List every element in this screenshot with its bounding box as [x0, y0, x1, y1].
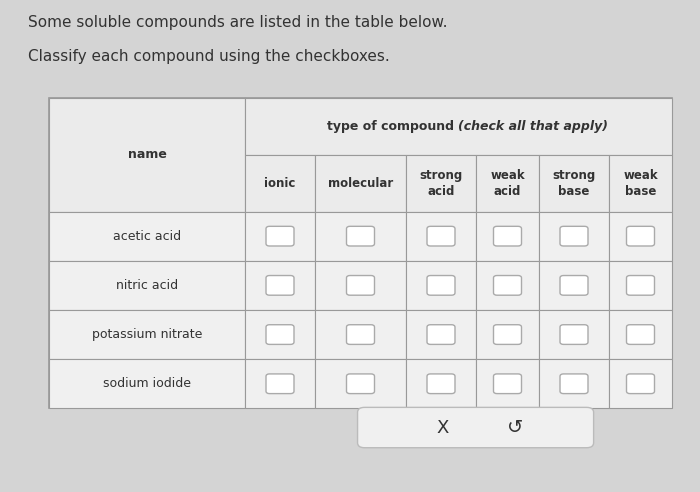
FancyBboxPatch shape [609, 310, 672, 359]
FancyBboxPatch shape [406, 155, 476, 212]
FancyBboxPatch shape [560, 374, 588, 394]
FancyBboxPatch shape [245, 98, 672, 155]
FancyBboxPatch shape [315, 359, 406, 408]
Text: molecular: molecular [328, 177, 393, 190]
FancyBboxPatch shape [626, 374, 654, 394]
FancyBboxPatch shape [245, 261, 315, 310]
Text: ↺: ↺ [508, 418, 524, 437]
FancyBboxPatch shape [266, 276, 294, 295]
FancyBboxPatch shape [476, 359, 539, 408]
FancyBboxPatch shape [49, 310, 245, 359]
FancyBboxPatch shape [406, 261, 476, 310]
FancyBboxPatch shape [539, 261, 609, 310]
FancyBboxPatch shape [626, 325, 654, 344]
FancyBboxPatch shape [560, 276, 588, 295]
Text: strong
acid: strong acid [419, 169, 463, 198]
FancyBboxPatch shape [315, 212, 406, 261]
FancyBboxPatch shape [406, 212, 476, 261]
FancyBboxPatch shape [49, 98, 245, 212]
FancyBboxPatch shape [476, 155, 539, 212]
FancyBboxPatch shape [406, 359, 476, 408]
FancyBboxPatch shape [427, 325, 455, 344]
FancyBboxPatch shape [609, 212, 672, 261]
Text: acetic acid: acetic acid [113, 230, 181, 243]
Text: type of compound: type of compound [327, 120, 458, 133]
FancyBboxPatch shape [49, 359, 245, 408]
FancyBboxPatch shape [315, 310, 406, 359]
FancyBboxPatch shape [476, 212, 539, 261]
FancyBboxPatch shape [476, 310, 539, 359]
FancyBboxPatch shape [539, 155, 609, 212]
Text: Some soluble compounds are listed in the table below.: Some soluble compounds are listed in the… [28, 15, 447, 30]
Text: sodium iodide: sodium iodide [103, 377, 191, 390]
FancyBboxPatch shape [494, 226, 522, 246]
FancyBboxPatch shape [539, 359, 609, 408]
FancyBboxPatch shape [245, 359, 315, 408]
FancyBboxPatch shape [626, 226, 654, 246]
FancyBboxPatch shape [245, 310, 315, 359]
FancyBboxPatch shape [245, 155, 315, 212]
FancyBboxPatch shape [346, 374, 374, 394]
FancyBboxPatch shape [346, 226, 374, 246]
FancyBboxPatch shape [49, 261, 245, 310]
Text: strong
base: strong base [552, 169, 596, 198]
Text: nitric acid: nitric acid [116, 279, 178, 292]
FancyBboxPatch shape [427, 374, 455, 394]
FancyBboxPatch shape [609, 155, 672, 212]
FancyBboxPatch shape [476, 261, 539, 310]
FancyBboxPatch shape [560, 226, 588, 246]
FancyBboxPatch shape [266, 325, 294, 344]
FancyBboxPatch shape [494, 276, 522, 295]
FancyBboxPatch shape [427, 226, 455, 246]
FancyBboxPatch shape [266, 374, 294, 394]
FancyBboxPatch shape [358, 407, 594, 448]
Text: Classify each compound using the checkboxes.: Classify each compound using the checkbo… [28, 49, 390, 64]
FancyBboxPatch shape [346, 276, 374, 295]
Text: X: X [436, 419, 449, 436]
FancyBboxPatch shape [626, 276, 654, 295]
FancyBboxPatch shape [49, 212, 245, 261]
FancyBboxPatch shape [266, 226, 294, 246]
FancyBboxPatch shape [406, 310, 476, 359]
FancyBboxPatch shape [49, 98, 672, 408]
Text: weak
base: weak base [623, 169, 658, 198]
FancyBboxPatch shape [346, 325, 374, 344]
Text: potassium nitrate: potassium nitrate [92, 328, 202, 341]
FancyBboxPatch shape [315, 155, 406, 212]
Text: ionic: ionic [265, 177, 295, 190]
Text: weak
acid: weak acid [490, 169, 525, 198]
FancyBboxPatch shape [494, 325, 522, 344]
FancyBboxPatch shape [245, 212, 315, 261]
FancyBboxPatch shape [539, 310, 609, 359]
FancyBboxPatch shape [560, 325, 588, 344]
FancyBboxPatch shape [427, 276, 455, 295]
FancyBboxPatch shape [315, 261, 406, 310]
Text: name: name [127, 149, 167, 161]
Text: (check all that apply): (check all that apply) [458, 120, 608, 133]
FancyBboxPatch shape [539, 212, 609, 261]
FancyBboxPatch shape [494, 374, 522, 394]
FancyBboxPatch shape [609, 359, 672, 408]
FancyBboxPatch shape [609, 261, 672, 310]
